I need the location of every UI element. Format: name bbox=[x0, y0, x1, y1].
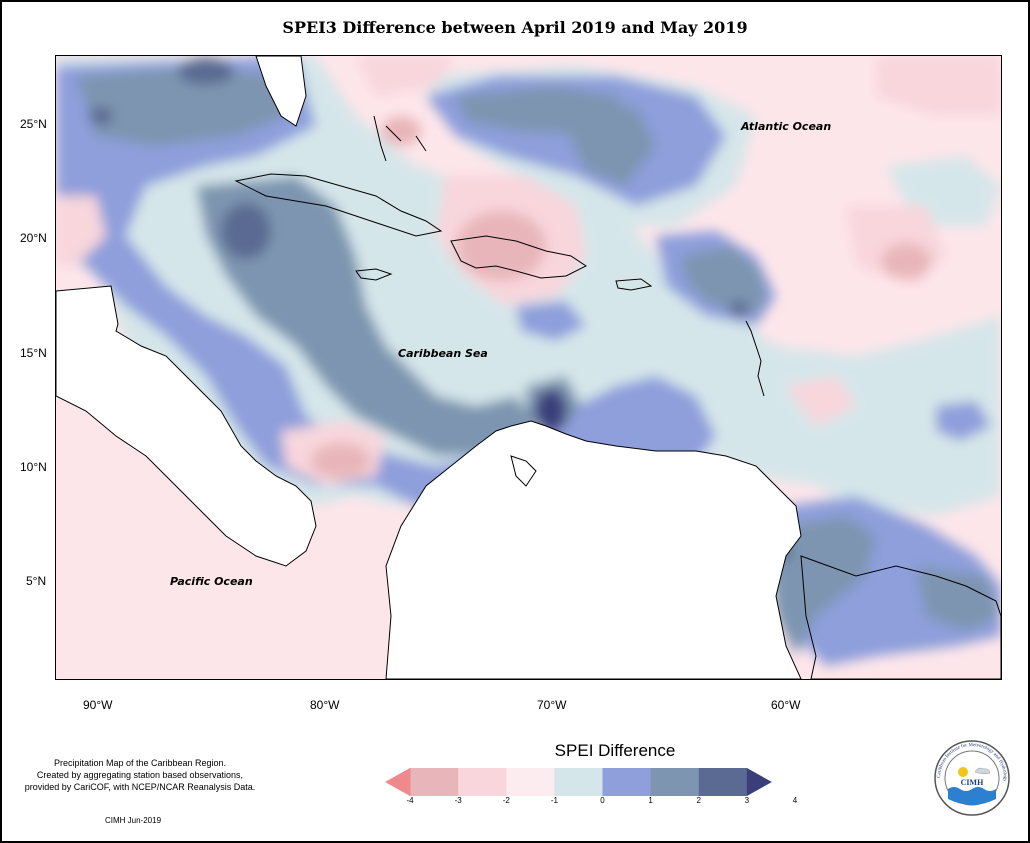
cloud-icon bbox=[974, 767, 991, 775]
land-masses bbox=[56, 56, 1001, 679]
lon-tick-60w: 60°W bbox=[771, 698, 801, 712]
florida-peninsula bbox=[255, 56, 307, 127]
spei-field bbox=[56, 56, 1001, 666]
legend-arrow-high bbox=[746, 768, 772, 796]
legend-colorbar bbox=[385, 768, 772, 796]
legend-swatch bbox=[698, 768, 748, 796]
legend-tick-label: 0 bbox=[600, 796, 605, 805]
lon-tick-80w: 80°W bbox=[310, 698, 340, 712]
legend-tick-label: -4 bbox=[406, 796, 414, 805]
south-america bbox=[385, 420, 802, 679]
bahamas-outline bbox=[373, 115, 427, 162]
lat-tick-5n: 5°N bbox=[26, 574, 47, 588]
legend-arrow-low bbox=[385, 768, 410, 796]
lat-tick-15n: 15°N bbox=[20, 346, 47, 360]
waves-icon bbox=[948, 787, 996, 805]
map-panel[interactable]: Atlantic Ocean Caribbean Sea Pacific Oce… bbox=[55, 55, 1002, 680]
sun-icon bbox=[958, 767, 968, 777]
lat-tick-20n: 20°N bbox=[20, 231, 47, 245]
footnote-line: Created by aggregating station based obs… bbox=[36, 770, 244, 780]
guianas-border bbox=[800, 555, 1001, 679]
label-caribbean-sea: Caribbean Sea bbox=[398, 347, 488, 360]
gulf-of-venezuela bbox=[510, 455, 537, 487]
label-atlantic-ocean: Atlantic Ocean bbox=[741, 120, 832, 133]
cimh-logo: CIMH Caribbean Institute for Meteorology… bbox=[934, 740, 1010, 816]
lat-tick-25n: 25°N bbox=[20, 117, 47, 131]
lon-tick-90w: 90°W bbox=[83, 698, 113, 712]
legend-swatch bbox=[506, 768, 555, 796]
lon-tick-70w: 70°W bbox=[537, 698, 567, 712]
legend-tick-label: -1 bbox=[550, 796, 558, 805]
legend-tick-label: -2 bbox=[502, 796, 510, 805]
map-title: SPEI3 Difference between April 2019 and … bbox=[282, 18, 748, 37]
hispaniola-outline bbox=[450, 235, 587, 279]
legend-swatch bbox=[650, 768, 700, 796]
jamaica-outline bbox=[355, 268, 393, 281]
footnote-line: provided by CariCOF, with NCEP/NCAR Rean… bbox=[24, 782, 256, 792]
legend-swatch bbox=[602, 768, 652, 796]
legend-tick-label: -3 bbox=[454, 796, 462, 805]
puerto-rico-outline bbox=[615, 278, 653, 291]
legend-tick-label: 1 bbox=[648, 796, 653, 805]
lesser-antilles-outline bbox=[745, 320, 765, 397]
legend-tick-label: 2 bbox=[696, 796, 701, 805]
spei-map bbox=[56, 56, 1001, 679]
credit-text: CIMH Jun-2019 bbox=[105, 816, 162, 825]
legend-title: SPEI Difference bbox=[554, 741, 676, 760]
legend-swatch bbox=[410, 768, 459, 796]
footnote-line: Precipitation Map of the Caribbean Regio… bbox=[53, 758, 227, 768]
legend-swatch bbox=[458, 768, 507, 796]
cuba-outline bbox=[234, 173, 443, 237]
lat-tick-10n: 10°N bbox=[20, 460, 47, 474]
label-pacific-ocean: Pacific Ocean bbox=[170, 575, 253, 588]
legend-tick-label: 4 bbox=[792, 796, 798, 805]
island-outlines bbox=[234, 115, 765, 487]
central-america bbox=[56, 285, 317, 567]
legend-tick-label: 3 bbox=[744, 796, 750, 805]
legend-swatch bbox=[554, 768, 603, 796]
logo-text: CIMH bbox=[961, 778, 984, 787]
footnote: Precipitation Map of the Caribbean Regio… bbox=[5, 757, 275, 793]
